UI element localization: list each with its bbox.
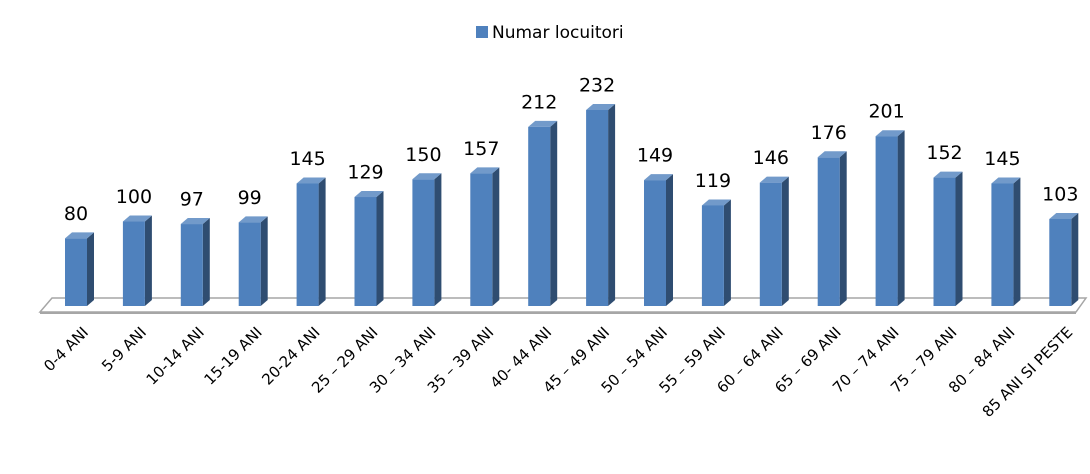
bar-side — [723, 199, 731, 306]
value-label: 152 — [926, 142, 962, 164]
bar — [759, 182, 782, 306]
bar-side — [87, 232, 94, 306]
value-label: 176 — [811, 122, 847, 144]
bar-top — [528, 120, 558, 127]
value-label: 145 — [984, 148, 1020, 170]
bar-top — [470, 167, 500, 174]
bar-side — [434, 173, 442, 306]
value-label: 97 — [180, 189, 204, 211]
bar-top — [296, 177, 326, 184]
x-tick-label: 10-14 ANI — [143, 323, 208, 388]
bar-top — [759, 176, 789, 183]
bar-top — [817, 151, 847, 158]
bar-side — [1013, 177, 1021, 306]
bar-top — [412, 173, 442, 180]
bar — [817, 157, 840, 306]
bar-top — [875, 130, 905, 137]
bar-top — [933, 171, 963, 178]
value-label: 103 — [1042, 183, 1078, 205]
bar-side — [608, 104, 616, 306]
bar-side — [839, 151, 847, 306]
bar — [528, 126, 551, 307]
bar — [296, 183, 319, 306]
value-label: 149 — [637, 145, 673, 167]
x-tick-label: 5-9 ANI — [98, 323, 150, 375]
bar — [65, 238, 87, 306]
bar-top — [701, 199, 731, 206]
bar-top — [238, 216, 268, 223]
x-tick-label: 0-4 ANI — [40, 323, 92, 375]
bar-top — [644, 174, 673, 181]
bar-top — [354, 191, 384, 198]
bar-side — [897, 130, 905, 306]
value-label: 150 — [405, 144, 441, 166]
value-label: 119 — [695, 170, 731, 192]
value-label: 129 — [347, 162, 383, 184]
bar-top — [180, 218, 210, 225]
bar-side — [666, 174, 673, 306]
value-label: 99 — [238, 187, 262, 209]
bar — [644, 180, 666, 306]
x-tick-label: 15-19 ANI — [200, 323, 265, 388]
bar — [354, 197, 377, 306]
value-label: 146 — [753, 147, 789, 169]
bar — [933, 177, 956, 306]
bar — [470, 173, 493, 306]
bar — [991, 183, 1014, 306]
bar-side — [202, 218, 210, 306]
value-label: 145 — [289, 148, 325, 170]
value-label: 201 — [868, 101, 904, 123]
bar-top — [65, 232, 94, 239]
legend-swatch — [476, 26, 488, 38]
bar-side — [492, 167, 500, 306]
bar-top — [991, 177, 1021, 184]
value-label: 80 — [64, 203, 88, 225]
bar — [586, 110, 609, 306]
bar-side — [1071, 212, 1079, 306]
bar — [875, 136, 898, 306]
value-label: 157 — [463, 138, 499, 160]
legend-label: Numar locuitori — [492, 23, 624, 43]
value-label: 232 — [579, 75, 615, 97]
bar-side — [376, 191, 384, 306]
bar — [238, 222, 261, 306]
bar-top — [1049, 212, 1079, 219]
bar-side — [260, 216, 268, 306]
bar-side — [318, 177, 326, 306]
bar — [180, 224, 203, 306]
bar-side — [550, 120, 558, 307]
bar — [1049, 218, 1072, 306]
value-label: 100 — [116, 186, 152, 208]
bar-side — [955, 171, 963, 306]
bar-top — [122, 215, 152, 222]
bar-top — [586, 104, 616, 110]
bar — [412, 179, 435, 306]
bar — [701, 205, 724, 306]
bar-side — [144, 215, 152, 306]
value-label: 212 — [521, 91, 557, 113]
bar-side — [781, 176, 789, 306]
bar — [122, 221, 145, 306]
